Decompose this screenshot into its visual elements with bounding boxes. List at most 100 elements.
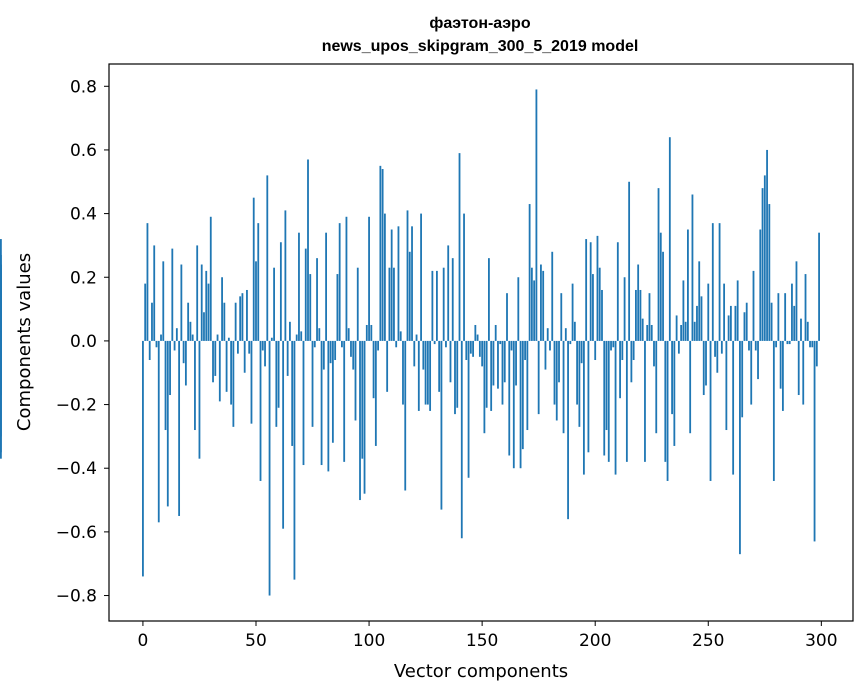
bar — [777, 293, 780, 341]
bar — [528, 204, 531, 341]
chart-title: фаэтон-аэро — [429, 15, 530, 32]
bar — [707, 283, 710, 341]
bar — [436, 270, 438, 341]
bar — [752, 270, 755, 341]
bar — [494, 324, 497, 341]
bar — [252, 197, 255, 341]
bar — [250, 340, 253, 424]
bar — [404, 340, 407, 491]
bar — [761, 188, 764, 341]
bar — [576, 340, 579, 405]
bar — [759, 229, 762, 341]
bar — [390, 229, 393, 341]
bar — [160, 334, 162, 341]
bar — [555, 340, 558, 421]
bar — [341, 340, 343, 348]
bar — [648, 293, 651, 341]
bar — [483, 340, 486, 434]
bar — [205, 270, 208, 341]
bar — [786, 340, 789, 345]
bar — [506, 293, 508, 341]
bar — [573, 321, 576, 341]
y-tick-label: 0.6 — [70, 141, 97, 161]
bar — [302, 340, 305, 466]
bar — [553, 340, 556, 405]
bar — [612, 340, 615, 348]
bar — [322, 340, 325, 370]
bar — [239, 296, 242, 341]
bar — [257, 223, 260, 341]
bar — [146, 223, 149, 341]
bar — [666, 340, 669, 481]
bar — [431, 270, 434, 341]
bar — [497, 340, 499, 389]
bar — [781, 340, 784, 411]
bar — [300, 331, 303, 341]
bar — [318, 328, 321, 341]
bar — [162, 261, 165, 341]
bar — [0, 254, 2, 341]
bar — [571, 283, 574, 341]
bar — [558, 340, 560, 383]
bar — [727, 315, 730, 341]
bar — [580, 340, 583, 364]
bar — [739, 340, 741, 555]
bar — [530, 267, 533, 341]
bar — [406, 210, 409, 341]
bar — [0, 331, 2, 341]
bar — [521, 340, 524, 450]
bar — [275, 340, 278, 427]
bar — [248, 340, 251, 354]
bar — [320, 340, 323, 466]
bar — [331, 340, 334, 443]
bar — [598, 267, 601, 341]
y-axis-ticks: −0.8 −0.6 −0.4 −0.2 0.0 0.2 0.4 0.6 0.8 — [56, 77, 109, 607]
x-axis-ticks: 0 50 100 150 200 250 300 — [138, 621, 838, 651]
bar — [607, 340, 610, 462]
bar — [166, 340, 169, 507]
bar — [198, 340, 201, 459]
bar — [644, 340, 646, 462]
bar — [757, 340, 759, 380]
bar — [594, 340, 597, 361]
bar — [503, 340, 506, 383]
bar — [671, 340, 673, 415]
bar — [175, 328, 178, 341]
bar — [397, 226, 400, 341]
bar — [243, 340, 246, 373]
bar — [646, 324, 649, 341]
bar — [567, 340, 569, 520]
bar — [515, 340, 517, 386]
bar — [619, 340, 621, 399]
bar — [451, 258, 454, 341]
bar — [578, 340, 581, 427]
bar — [537, 340, 540, 415]
bar — [327, 340, 330, 472]
bar — [711, 223, 714, 341]
bar — [359, 340, 361, 501]
bar — [630, 340, 633, 383]
bar — [650, 324, 653, 341]
bar — [370, 324, 373, 341]
y-axis-label: Components values — [14, 253, 35, 431]
bar — [241, 293, 244, 341]
bar — [788, 340, 791, 345]
bar — [386, 340, 389, 392]
y-tick-label: −0.4 — [56, 459, 97, 479]
bar — [463, 213, 465, 341]
bar — [718, 223, 721, 341]
bar — [673, 340, 676, 446]
bar — [203, 312, 205, 341]
bar — [216, 334, 219, 341]
bar — [291, 340, 294, 446]
bar — [440, 340, 443, 510]
bar — [232, 340, 235, 427]
bar — [754, 340, 757, 351]
bar — [490, 340, 493, 411]
y-tick-label: −0.2 — [56, 396, 97, 416]
bar — [184, 340, 187, 386]
bar — [408, 251, 411, 341]
bar — [677, 340, 680, 354]
bar — [815, 340, 818, 367]
bar — [696, 305, 698, 341]
